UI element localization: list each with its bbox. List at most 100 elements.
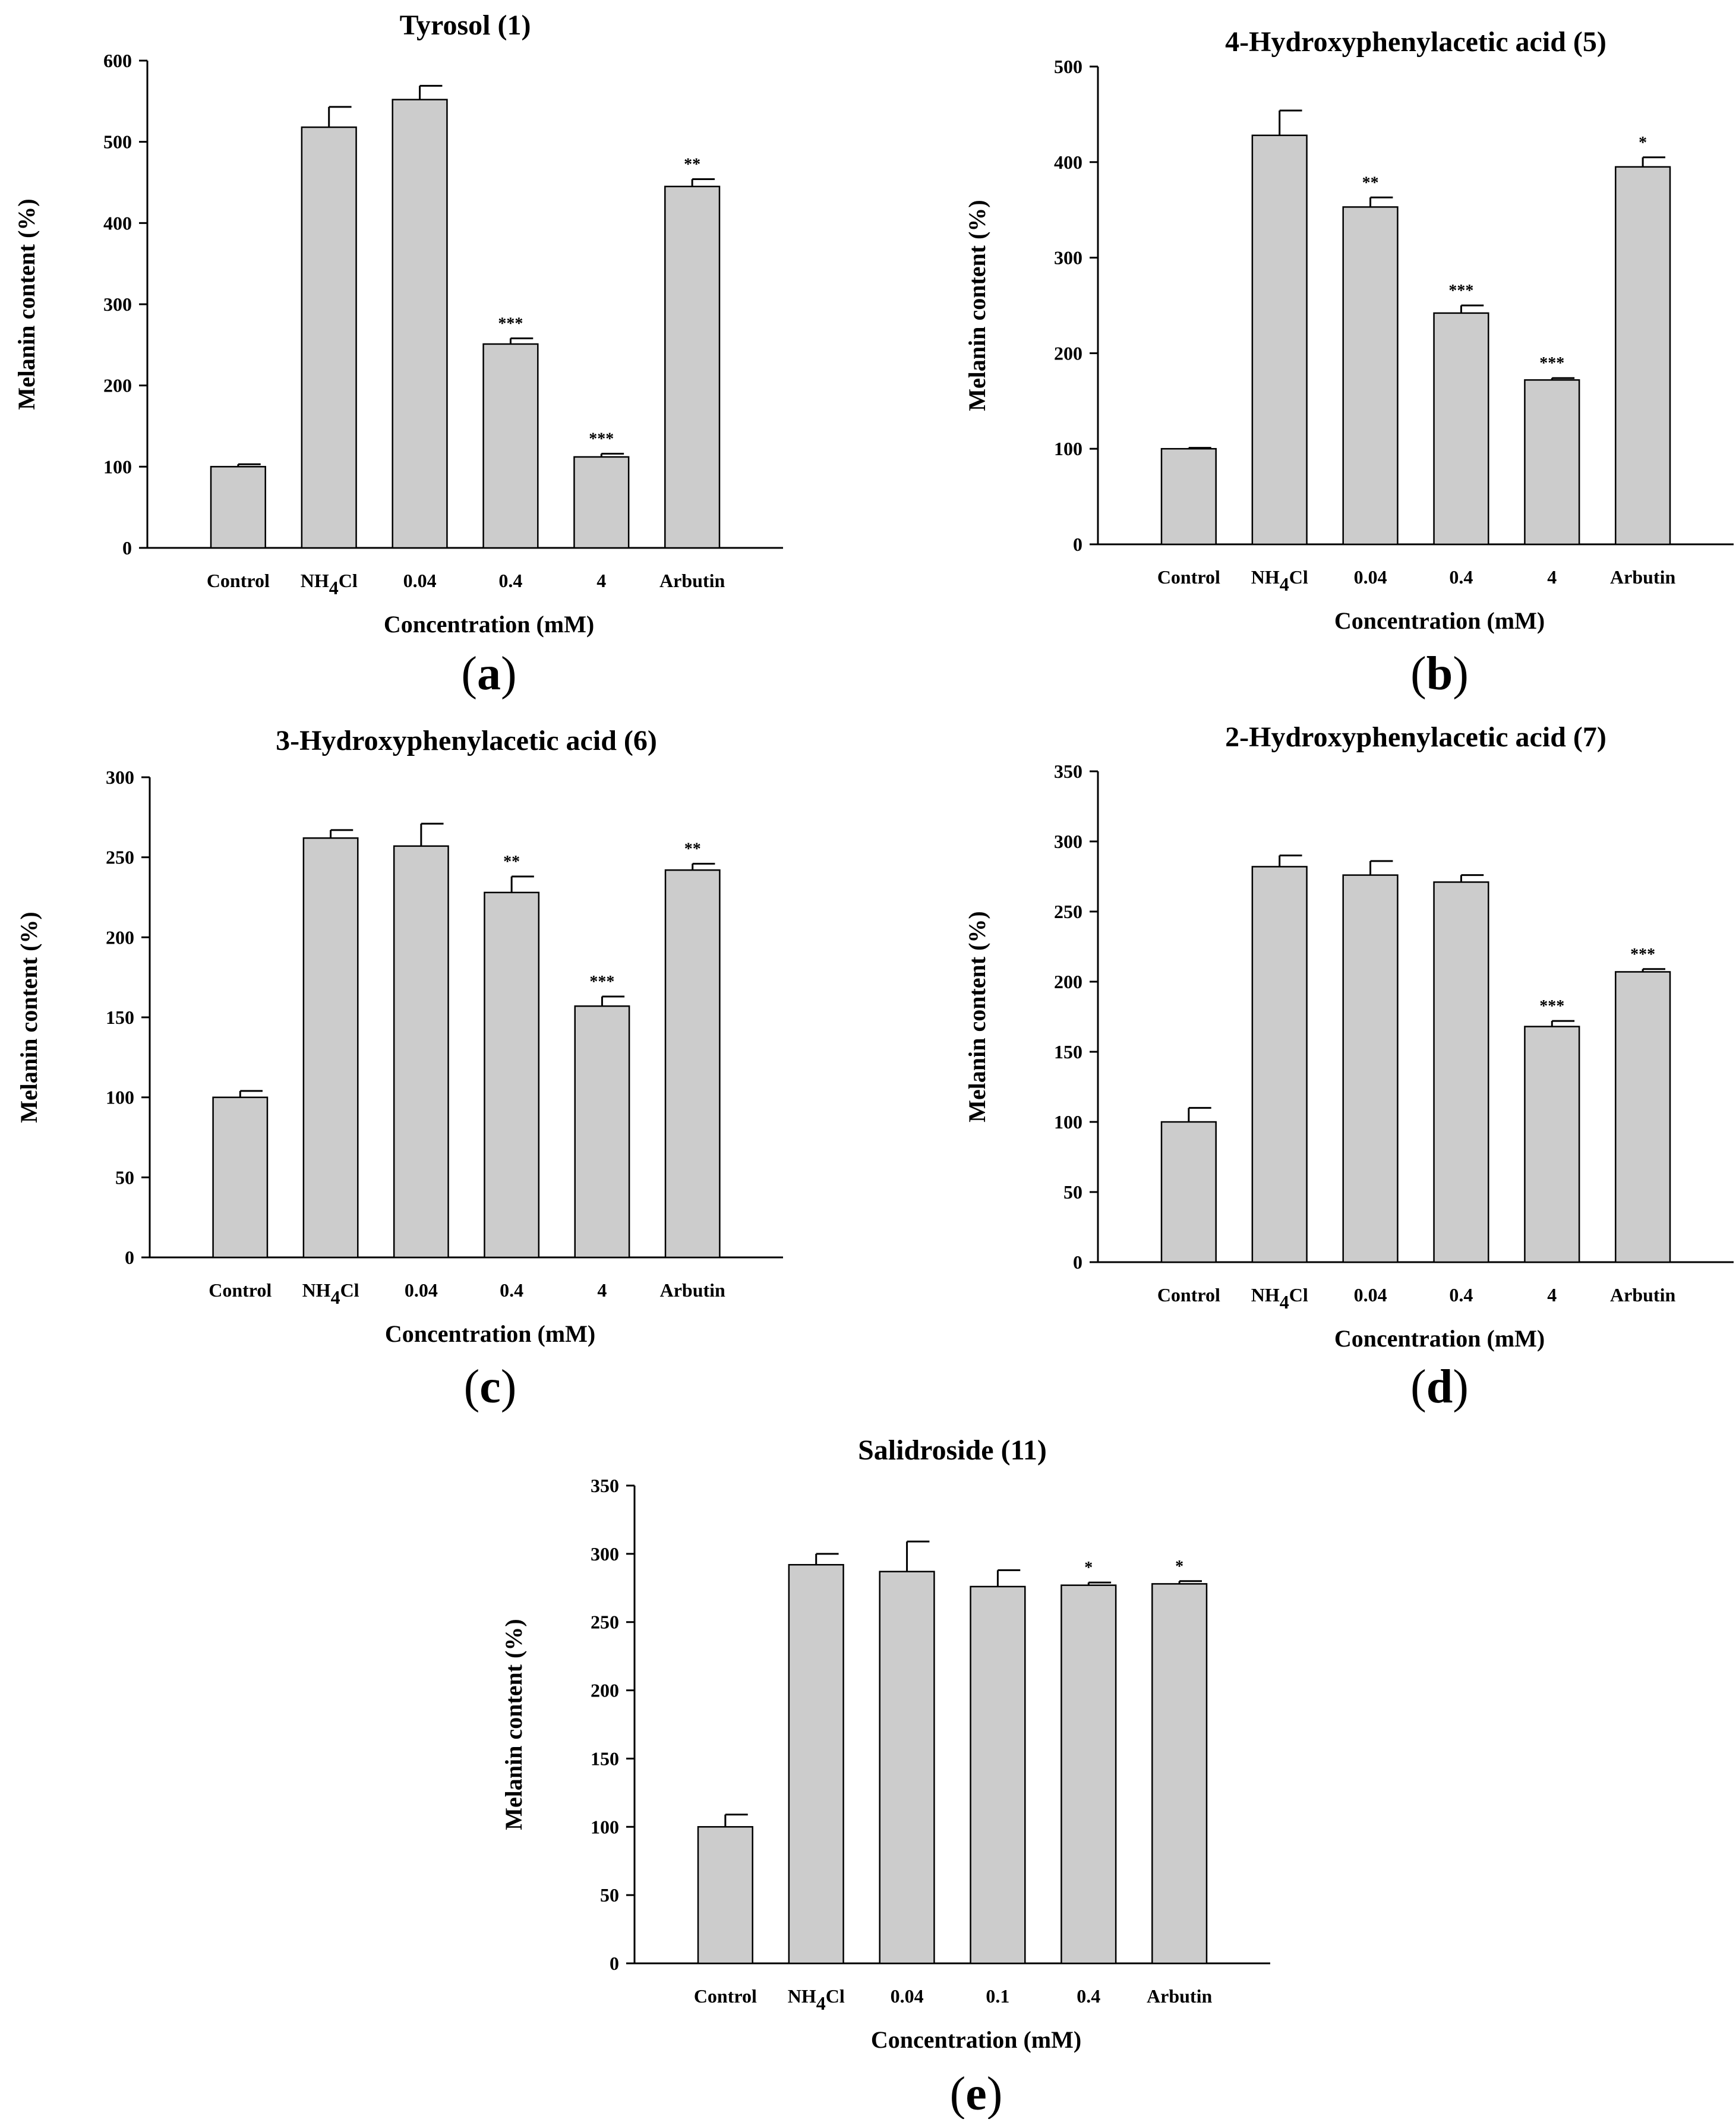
bar <box>697 1826 753 1965</box>
x-tick-label-main: 0.04 <box>891 1985 924 2007</box>
y-axis-label: Melanin content (%) <box>964 200 990 411</box>
bar <box>393 845 449 1259</box>
y-tick-label: 200 <box>106 926 134 948</box>
bar <box>664 185 721 549</box>
bar <box>210 466 266 549</box>
y-tick-label: 100 <box>591 1816 619 1837</box>
y-axis-label: Melanin content (%) <box>964 911 990 1123</box>
x-tick-label: 0.04 <box>891 1985 924 2007</box>
chart-panel-b: 4-Hydroxyphenylacetic acid (5) 0 100 200 300… <box>964 26 1734 700</box>
x-tick-label-rest: Cl <box>1289 566 1308 588</box>
x-tick-label: 0.04 <box>1354 566 1387 588</box>
chart-panel-e: Salidroside (11) 0 50 100 150 200 250 300 350 Con… <box>500 1434 1270 2120</box>
bar <box>1160 1121 1217 1263</box>
y-tick-label: 150 <box>1054 1041 1082 1062</box>
chart-panel-d: 2-Hydroxyphenylacetic acid (7) 0 50 100 150 2… <box>964 721 1734 1413</box>
bar <box>482 343 539 549</box>
y-tick-label: 50 <box>115 1166 134 1188</box>
significance-label: ** <box>1362 174 1379 192</box>
x-tick-label-rest: Cl <box>339 570 358 591</box>
y-tick-label: 50 <box>600 1884 619 1906</box>
significance-label: ** <box>684 840 701 858</box>
y-tick-label: 0 <box>125 1247 134 1268</box>
bar <box>574 1005 630 1259</box>
x-tick-label-main: Arbutin <box>659 570 725 591</box>
significance-label: * <box>1084 1559 1093 1577</box>
y-axis-label: Melanin content (%) <box>15 912 42 1123</box>
x-tick-label-main: 0.4 <box>1449 1284 1473 1306</box>
y-tick-label: 250 <box>591 1612 619 1633</box>
x-tick-label-main: Arbutin <box>1147 1985 1212 2007</box>
x-axis-label: Concentration (mM) <box>385 1320 595 1347</box>
x-tick-label-subscript: 4 <box>329 577 339 598</box>
panel-label: (d) <box>1410 1361 1469 1413</box>
y-tick-label: 100 <box>1054 438 1082 459</box>
bar <box>1160 447 1217 546</box>
x-tick-label-main: Control <box>1157 566 1220 588</box>
y-tick-label: 500 <box>1054 56 1082 77</box>
panel-label-close: ) <box>987 2068 1003 2119</box>
x-tick-label: 4 <box>1547 1284 1557 1306</box>
x-tick-label: Control <box>1157 566 1220 588</box>
panel-label: (a) <box>461 648 516 700</box>
x-tick-label-main: 0.04 <box>403 570 437 591</box>
x-tick-label-main: Arbutin <box>1610 1284 1675 1306</box>
x-axis-label: Concentration (mM) <box>871 2026 1081 2053</box>
x-tick-label-rest: Cl <box>340 1279 359 1301</box>
y-tick-label: 250 <box>1054 901 1082 922</box>
x-tick-label: 0.4 <box>498 570 522 591</box>
bar <box>1524 1026 1580 1263</box>
x-tick-label-main: NH <box>1251 566 1280 588</box>
bar <box>1615 166 1671 546</box>
x-tick-label: Control <box>209 1279 272 1301</box>
x-tick-label: 0.4 <box>1449 1284 1473 1306</box>
panel-label-open: ( <box>464 1361 480 1413</box>
x-tick-label-main: 0.1 <box>986 1985 1009 2007</box>
y-tick-label: 100 <box>1054 1111 1082 1133</box>
bar <box>392 99 448 549</box>
x-tick-label-main: 4 <box>597 1279 607 1301</box>
x-tick-label: Arbutin <box>1610 1284 1675 1306</box>
panel-label-close: ) <box>501 1361 517 1413</box>
significance-label: ** <box>684 156 700 174</box>
x-tick-label: Control <box>694 1985 757 2007</box>
y-tick-label: 50 <box>1063 1181 1082 1203</box>
x-tick-label-main: 4 <box>1547 1284 1557 1306</box>
y-tick-label: 600 <box>103 50 132 71</box>
bar <box>664 869 721 1259</box>
y-tick-label: 0 <box>1073 534 1082 555</box>
y-tick-label: 150 <box>106 1007 134 1028</box>
significance-label: *** <box>589 430 614 448</box>
panel-label: (c) <box>464 1361 517 1413</box>
x-tick-label: Arbutin <box>1147 1985 1212 2007</box>
panel-label-letter: a <box>477 648 501 700</box>
x-tick-label-main: 0.04 <box>1354 566 1387 588</box>
x-tick-label-subscript: 4 <box>1280 1291 1289 1313</box>
panel-label-open: ( <box>461 648 477 700</box>
panel-label-close: ) <box>1453 1361 1469 1413</box>
bar <box>879 1571 935 1965</box>
panel-label-letter: e <box>965 2068 987 2119</box>
y-tick-label: 400 <box>103 212 132 234</box>
chart-title: Tyrosol (1) <box>400 10 531 41</box>
y-tick-label: 300 <box>591 1543 619 1565</box>
chart-panel-c: 3-Hydroxyphenylacetic acid (6) 0 50 100 150 2… <box>15 725 783 1413</box>
x-tick-label-subscript: 4 <box>816 1992 826 2014</box>
significance-label: ** <box>503 853 520 871</box>
x-tick-label: Arbutin <box>660 1279 725 1301</box>
x-tick-label: Arbutin <box>659 570 725 591</box>
y-tick-label: 200 <box>103 375 132 396</box>
x-tick-label: NH4Cl <box>1251 566 1308 595</box>
panel-label: (e) <box>950 2068 1003 2119</box>
x-tick-label: 0.4 <box>1077 1985 1100 2007</box>
x-tick-label: 0.1 <box>986 1985 1009 2007</box>
x-tick-label-main: 0.04 <box>1354 1284 1387 1306</box>
panel-label-close: ) <box>1453 648 1469 700</box>
bar <box>573 456 630 549</box>
x-axis-label: Concentration (mM) <box>384 611 594 638</box>
y-tick-label: 300 <box>103 294 132 315</box>
y-tick-label: 300 <box>1054 831 1082 852</box>
